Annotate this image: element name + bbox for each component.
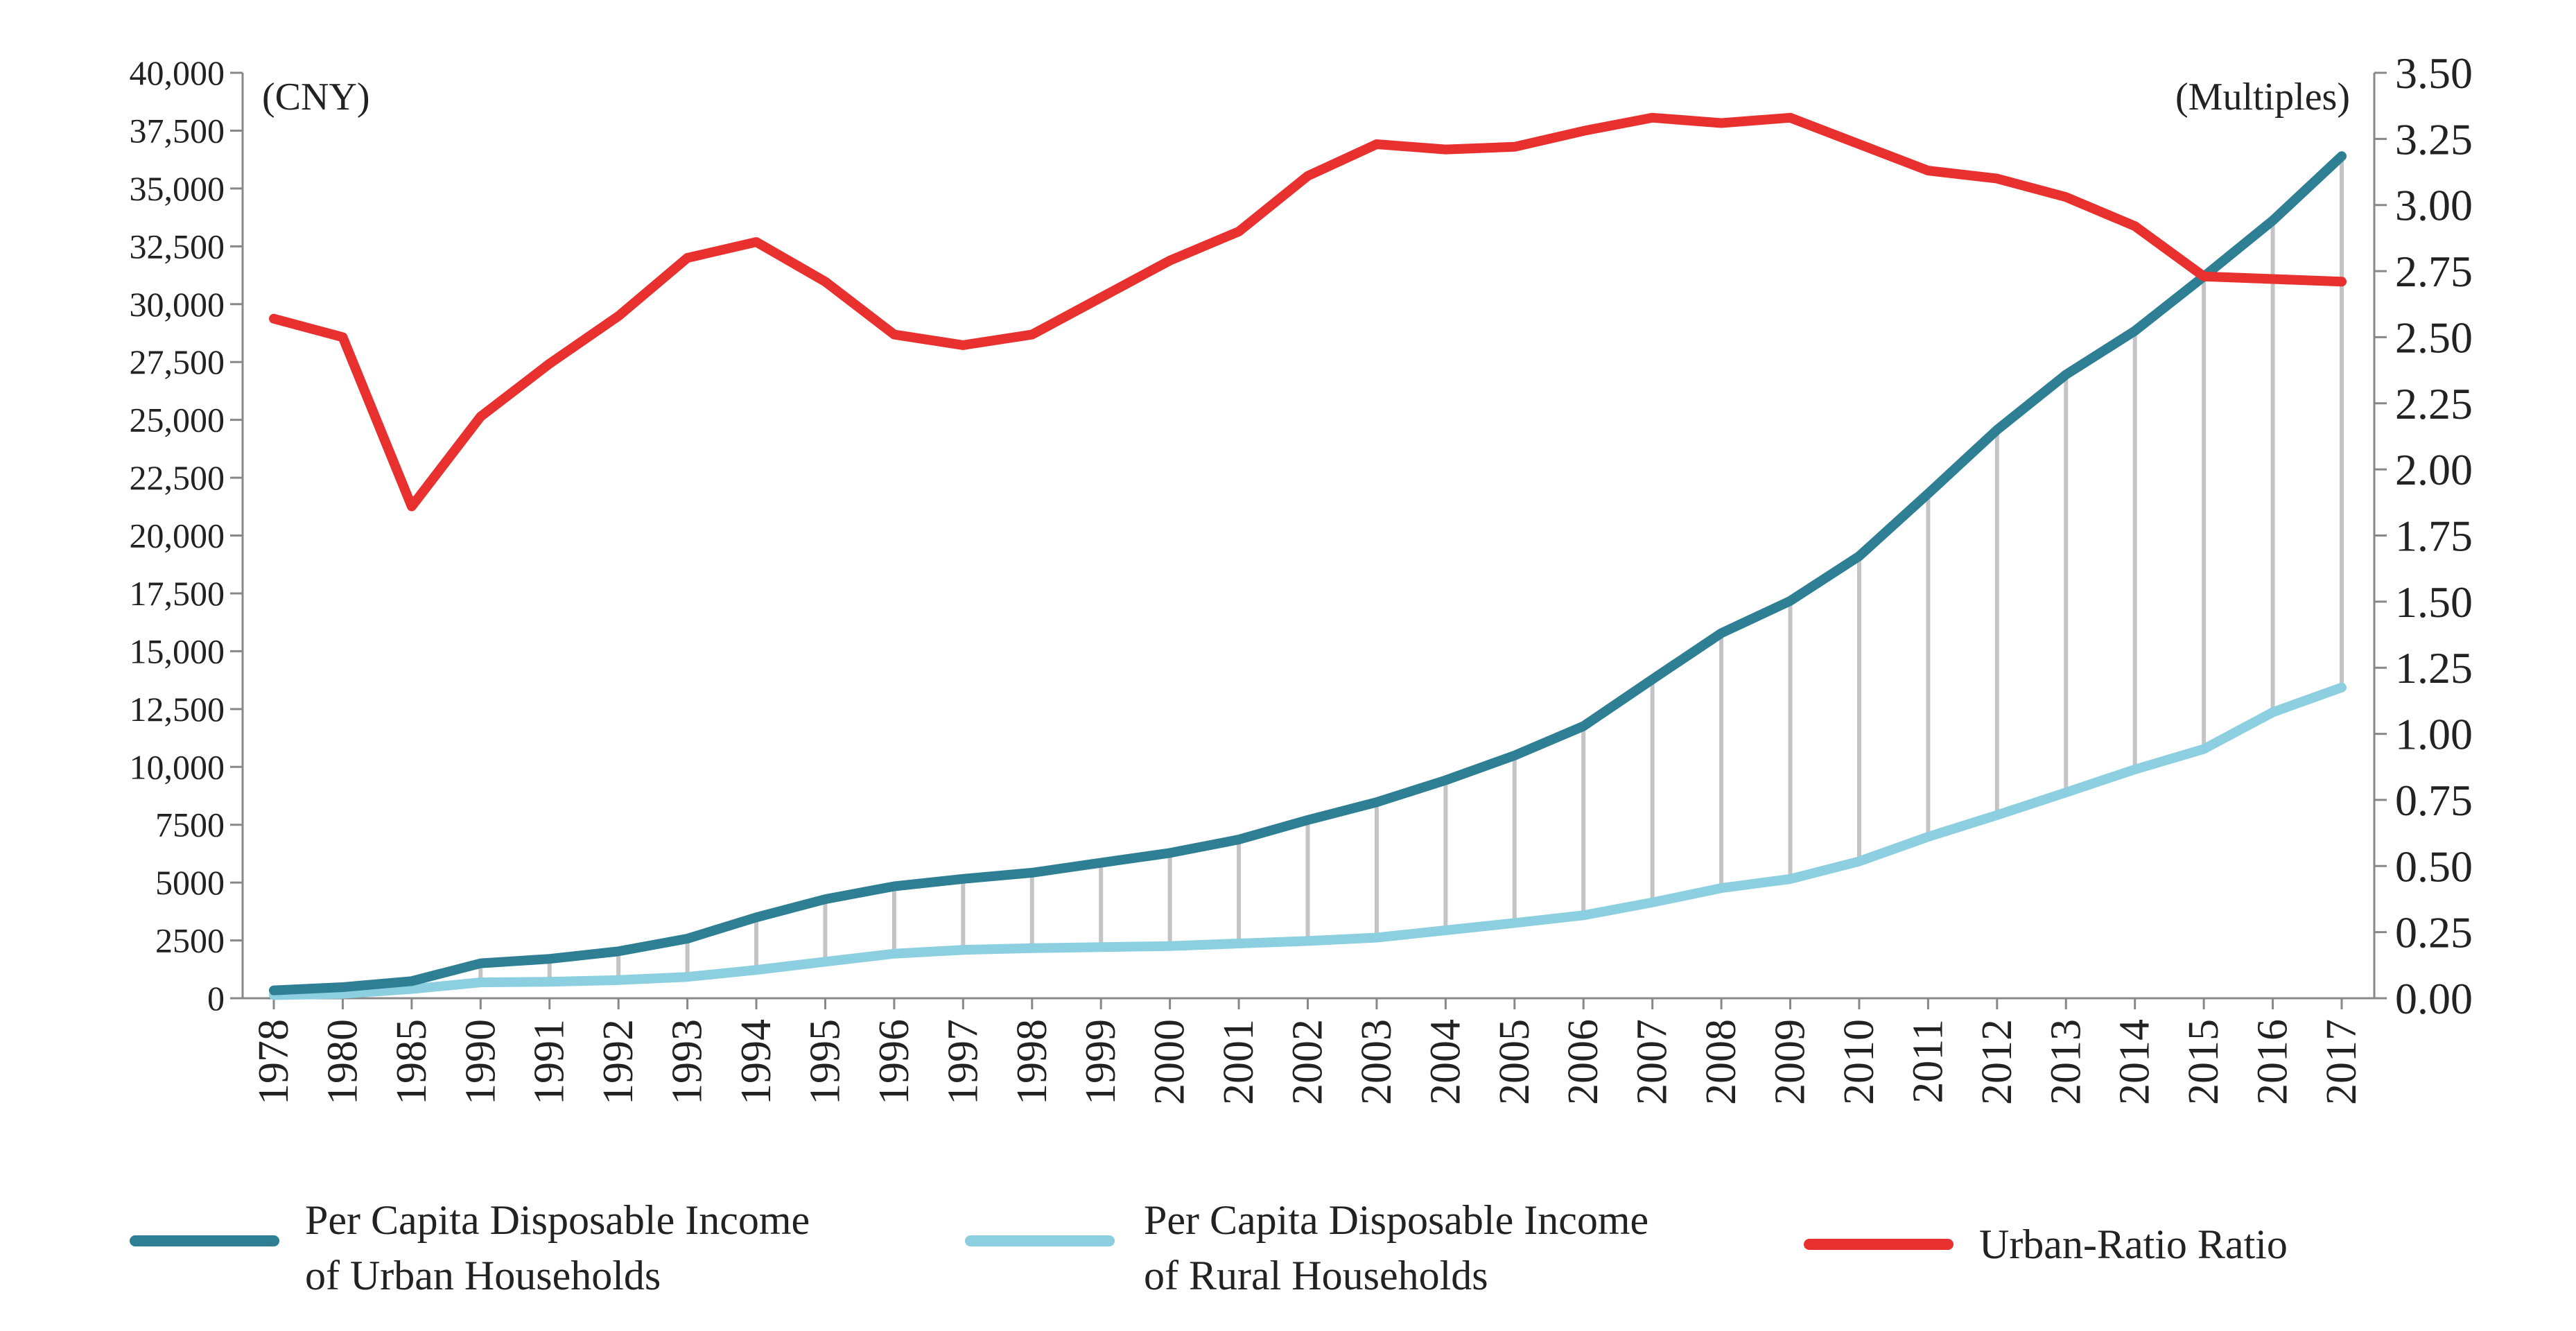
left-tick-label: 22,500 (130, 458, 225, 497)
right-tick-label: 2.00 (2395, 445, 2473, 494)
left-tick-label: 5000 (155, 863, 225, 902)
right-tick-label: 0.00 (2395, 974, 2473, 1023)
left-tick-label: 25,000 (130, 401, 225, 440)
x-tick-label: 2017 (2318, 1019, 2365, 1105)
left-tick-label: 7500 (155, 806, 225, 844)
left-tick-label: 15,000 (130, 632, 225, 670)
left-axis-unit: (CNY) (262, 76, 370, 119)
legend-ratio: Urban-Ratio Ratio (1804, 1221, 2288, 1267)
x-tick-label: 2013 (2042, 1019, 2089, 1105)
legend-ratio-label: Urban-Ratio Ratio (1979, 1221, 2288, 1267)
left-tick-label: 10,000 (130, 747, 225, 786)
x-tick-label: 1992 (595, 1019, 642, 1105)
x-tick-label: 2000 (1147, 1019, 1194, 1105)
left-tick-label: 37,500 (130, 111, 225, 150)
x-tick-label: 2007 (1629, 1019, 1676, 1105)
x-tick-label: 2011 (1904, 1019, 1951, 1104)
x-tick-label: 2015 (2180, 1019, 2227, 1105)
right-tick-label: 0.25 (2395, 908, 2473, 957)
x-tick-label: 1996 (871, 1019, 918, 1105)
urban-income-line (269, 151, 2347, 995)
right-tick-label: 1.00 (2395, 710, 2473, 759)
right-axis-unit: (Multiples) (2175, 76, 2350, 119)
right-tick-label: 2.50 (2395, 313, 2473, 362)
left-tick-label: 20,000 (130, 516, 225, 555)
legend: Per Capita Disposable Income of Urban Hou… (130, 1197, 2288, 1298)
left-tick-label: 40,000 (130, 53, 225, 92)
legend-urban-label: of Urban Households (305, 1253, 661, 1298)
x-tick-label: 1995 (801, 1019, 848, 1105)
x-tick-label: 2014 (2112, 1019, 2159, 1105)
x-tick-label: 2006 (1560, 1019, 1607, 1105)
right-tick-label: 2.25 (2395, 379, 2473, 428)
x-axis-ticks: 1978 1980 1985 1990 1991 1992 1993 1994 1995 1996… (250, 998, 2365, 1105)
x-tick-label: 2003 (1353, 1019, 1400, 1105)
x-tick-label: 2001 (1215, 1019, 1262, 1105)
series-lines (269, 112, 2347, 1000)
left-tick-label: 35,000 (130, 169, 225, 208)
x-tick-label: 1999 (1077, 1019, 1124, 1105)
x-tick-label: 2005 (1491, 1019, 1538, 1105)
right-tick-label: 3.50 (2395, 49, 2473, 98)
left-tick-label: 2500 (155, 921, 225, 960)
x-tick-label: 2010 (1836, 1019, 1883, 1105)
left-tick-label: 32,500 (130, 227, 225, 266)
x-tick-label: 2016 (2249, 1019, 2297, 1105)
x-tick-label: 2009 (1767, 1019, 1814, 1105)
right-tick-label: 3.00 (2395, 181, 2473, 230)
x-tick-label: 2012 (1974, 1019, 2021, 1105)
left-axis-ticks: 0 2500 5000 7500 10,000 12,500 15,000 17,500 20,… (130, 53, 243, 1018)
x-tick-label: 1990 (457, 1019, 504, 1105)
drop-lines (340, 156, 2344, 994)
x-tick-label: 1994 (733, 1019, 780, 1105)
x-tick-label: 1978 (250, 1019, 297, 1105)
legend-rural-label: of Rural Households (1144, 1253, 1488, 1298)
legend-urban: Per Capita Disposable Income of Urban Hou… (130, 1197, 810, 1298)
legend-rural: Per Capita Disposable Income of Rural Hou… (965, 1197, 1648, 1298)
legend-rural-label: Per Capita Disposable Income (1144, 1197, 1648, 1243)
x-tick-label: 1998 (1009, 1019, 1056, 1105)
right-tick-label: 1.50 (2395, 577, 2473, 627)
x-tick-label: 1985 (388, 1019, 435, 1105)
right-tick-label: 2.75 (2395, 247, 2473, 296)
left-tick-label: 12,500 (130, 690, 225, 729)
right-tick-label: 1.25 (2395, 643, 2473, 693)
rural-income-line (269, 682, 2347, 1000)
left-tick-label: 30,000 (130, 285, 225, 324)
right-axis-ticks: 0.00 0.25 0.50 0.75 1.00 1.25 1.50 1.75 2.00 2.25… (2374, 49, 2473, 1023)
x-tick-label: 2002 (1285, 1019, 1332, 1105)
right-tick-label: 0.75 (2395, 776, 2473, 825)
urban-rural-ratio-line (269, 112, 2347, 512)
x-tick-label: 1997 (939, 1019, 986, 1105)
left-tick-label: 27,500 (130, 342, 225, 381)
left-tick-label: 0 (207, 979, 225, 1018)
right-tick-label: 1.75 (2395, 512, 2473, 561)
right-tick-label: 0.50 (2395, 842, 2473, 891)
x-tick-label: 1993 (664, 1019, 711, 1105)
legend-urban-label: Per Capita Disposable Income (305, 1197, 810, 1243)
x-tick-label: 1980 (319, 1019, 366, 1105)
x-tick-label: 2008 (1698, 1019, 1745, 1105)
x-tick-label: 2004 (1422, 1019, 1469, 1105)
x-tick-label: 1991 (526, 1019, 573, 1105)
right-tick-label: 3.25 (2395, 114, 2473, 164)
left-tick-label: 17,500 (130, 574, 225, 613)
